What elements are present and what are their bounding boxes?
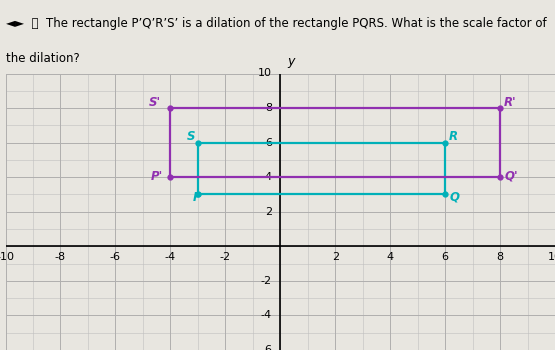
- Text: R: R: [449, 130, 458, 143]
- Text: S: S: [187, 130, 195, 143]
- Text: 2: 2: [332, 252, 339, 262]
- Text: -6: -6: [261, 345, 272, 350]
- Text: -6: -6: [110, 252, 121, 262]
- Text: -2: -2: [261, 276, 272, 286]
- Text: y: y: [287, 55, 295, 68]
- Text: -4: -4: [261, 310, 272, 321]
- Text: 8: 8: [497, 252, 503, 262]
- Text: 6: 6: [442, 252, 448, 262]
- Text: R': R': [504, 96, 517, 109]
- Text: 6: 6: [265, 138, 272, 148]
- Text: -10: -10: [0, 252, 14, 262]
- Text: -2: -2: [220, 252, 231, 262]
- Text: S': S': [148, 96, 160, 109]
- Text: ◄►  📳  The rectangle P’Q’R’S’ is a dilation of the rectangle PQRS. What is the s: ◄► 📳 The rectangle P’Q’R’S’ is a dilatio…: [6, 18, 546, 30]
- Text: -8: -8: [55, 252, 66, 262]
- Text: P: P: [193, 190, 201, 203]
- Text: Q: Q: [449, 190, 459, 203]
- Text: 4: 4: [387, 252, 393, 262]
- Text: 2: 2: [265, 207, 272, 217]
- Text: 8: 8: [265, 103, 272, 113]
- Text: Q': Q': [504, 170, 518, 183]
- Text: 4: 4: [265, 172, 272, 182]
- Text: 10: 10: [258, 69, 272, 78]
- Text: 10: 10: [548, 252, 555, 262]
- Text: P': P': [151, 170, 163, 183]
- Text: the dilation?: the dilation?: [6, 52, 79, 65]
- Text: -4: -4: [165, 252, 176, 262]
